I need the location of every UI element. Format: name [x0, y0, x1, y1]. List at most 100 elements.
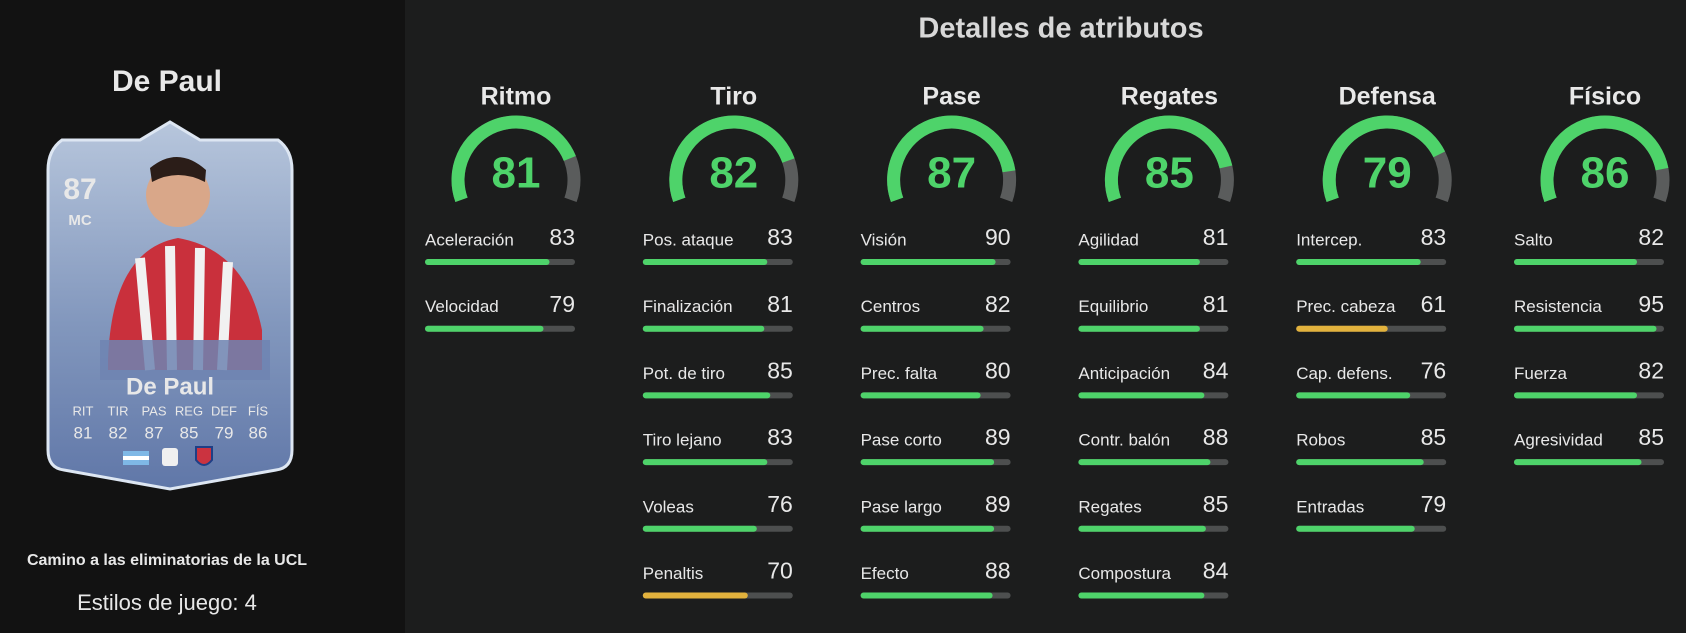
- attribute-bar: [1078, 592, 1205, 599]
- gauge-fill: [669, 115, 795, 203]
- attribute-value: 82: [985, 291, 1011, 317]
- card-stat-value: 87: [145, 423, 164, 442]
- attribute-value: 89: [985, 424, 1011, 450]
- league-badge: [162, 448, 178, 466]
- attribute-name: Pase largo: [861, 497, 942, 516]
- player-card: 87 MC De Paul RIT 81 TIR 82 PAS 87 REG 85 DEF 79 F…: [46, 120, 294, 491]
- attribute-bar: [1078, 325, 1200, 332]
- card-position: MC: [68, 212, 91, 229]
- panel-title: Detalles de atributos: [918, 13, 1203, 45]
- attribute-bar: [642, 259, 768, 265]
- category-name: Tiro: [710, 83, 757, 111]
- attribute-name: Fuerza: [1514, 364, 1567, 383]
- attribute-value: 83: [767, 224, 793, 250]
- attribute-value: 88: [985, 558, 1011, 584]
- attribute-name: Efecto: [861, 564, 909, 583]
- attribute-name: Prec. falta: [861, 364, 938, 383]
- attribute-value: 70: [767, 558, 793, 584]
- attribute-bar: [1296, 392, 1411, 399]
- attribute-value: 89: [985, 491, 1011, 517]
- attribute-value: 90: [985, 224, 1011, 250]
- attribute-bar: [642, 392, 771, 399]
- attribute-columns: Ritmo 81 Aceleración 83 Velocidad 79 Tiro 82 Pos…: [425, 83, 1670, 599]
- attribute-name: Velocidad: [425, 297, 499, 316]
- gauge-fill: [1540, 115, 1669, 203]
- player-hair: [150, 156, 206, 182]
- card-stat-value: 81: [74, 423, 93, 442]
- category-value: 85: [1145, 149, 1194, 198]
- card-stat-value: 85: [180, 423, 199, 442]
- attribute-bar: [1078, 392, 1205, 399]
- attribute-name: Equilibrio: [1078, 297, 1148, 316]
- attribute-bar: [642, 459, 768, 466]
- attribute-bar: [425, 325, 544, 332]
- attribute-value: 85: [767, 357, 793, 383]
- card-name: De Paul: [126, 373, 214, 400]
- attribute-name: Entradas: [1296, 497, 1364, 516]
- attribute-name: Intercep.: [1296, 230, 1362, 249]
- category-value: 86: [1581, 149, 1630, 198]
- attribute-bar: [1078, 459, 1211, 466]
- attribute-name: Agresividad: [1514, 431, 1603, 450]
- attribute-value: 83: [767, 424, 793, 450]
- category-name: Defensa: [1339, 83, 1437, 111]
- card-stat-label: RIT: [73, 403, 94, 418]
- attribute-name: Pase corto: [861, 431, 942, 450]
- attribute-value: 61: [1421, 291, 1447, 317]
- attribute-value: 79: [549, 291, 575, 317]
- attribute-column: Defensa 79 Intercep. 83 Prec. cabeza 61 Cap. d…: [1296, 83, 1452, 532]
- player-name: De Paul: [112, 65, 222, 98]
- attribute-bar: [860, 325, 984, 332]
- card-stat-label: FÍS: [248, 403, 269, 418]
- club-badge: [195, 446, 213, 466]
- attribute-bar: [1296, 525, 1415, 532]
- shirt-stripes: [135, 245, 233, 371]
- attribute-bar: [860, 592, 993, 599]
- attribute-value: 76: [1421, 357, 1447, 383]
- attribute-name: Pos. ataque: [643, 230, 734, 249]
- attribute-value: 83: [549, 224, 575, 250]
- attribute-bar: [860, 259, 996, 265]
- attribute-name: Finalización: [643, 297, 733, 316]
- attribute-value: 85: [1203, 491, 1229, 517]
- attribute-value: 88: [1203, 424, 1229, 450]
- attribute-value: 84: [1203, 357, 1229, 383]
- attribute-bar: [425, 259, 550, 265]
- attribute-name: Anticipación: [1078, 364, 1170, 383]
- card-fade: [100, 340, 270, 380]
- attribute-bar: [860, 459, 995, 466]
- attribute-name: Resistencia: [1514, 297, 1602, 316]
- attribute-value: 82: [1638, 357, 1664, 383]
- attribute-bar: [1078, 259, 1200, 265]
- attribute-value: 76: [767, 491, 793, 517]
- attribute-column: Ritmo 81 Aceleración 83 Velocidad 79: [425, 83, 581, 332]
- attribute-name: Visión: [861, 230, 907, 249]
- attribute-value: 81: [767, 291, 793, 317]
- player-head: [146, 163, 210, 227]
- category-value: 79: [1363, 149, 1412, 198]
- gauge-fill: [1104, 115, 1233, 203]
- card-stat-label: PAS: [141, 403, 166, 418]
- category-name: Pase: [922, 83, 980, 111]
- category-value: 87: [927, 149, 976, 198]
- attribute-value: 81: [1203, 291, 1229, 317]
- card-stat-value: 79: [215, 423, 234, 442]
- attribute-name: Centros: [861, 297, 921, 316]
- attribute-column: Regates 85 Agilidad 81 Equilibrio 81 Anticipac…: [1078, 83, 1234, 599]
- attribute-name: Compostura: [1078, 564, 1171, 583]
- attribute-value: 79: [1421, 491, 1447, 517]
- attribute-column: Tiro 82 Pos. ataque 83 Finalización 81 Pot. de…: [642, 83, 799, 599]
- attribute-name: Cap. defens.: [1296, 364, 1392, 383]
- attribute-name: Penaltis: [643, 564, 703, 583]
- playstyles: Estilos de juego: 4: [77, 590, 257, 615]
- category-name: Regates: [1121, 83, 1218, 111]
- gauge-fill: [887, 115, 1016, 203]
- card-stat-value: 82: [109, 423, 128, 442]
- attribute-bar: [642, 325, 765, 332]
- attribute-name: Robos: [1296, 431, 1345, 450]
- gauge-fill: [451, 115, 576, 203]
- attribute-value: 80: [985, 357, 1011, 383]
- gauge-fill: [1322, 115, 1446, 203]
